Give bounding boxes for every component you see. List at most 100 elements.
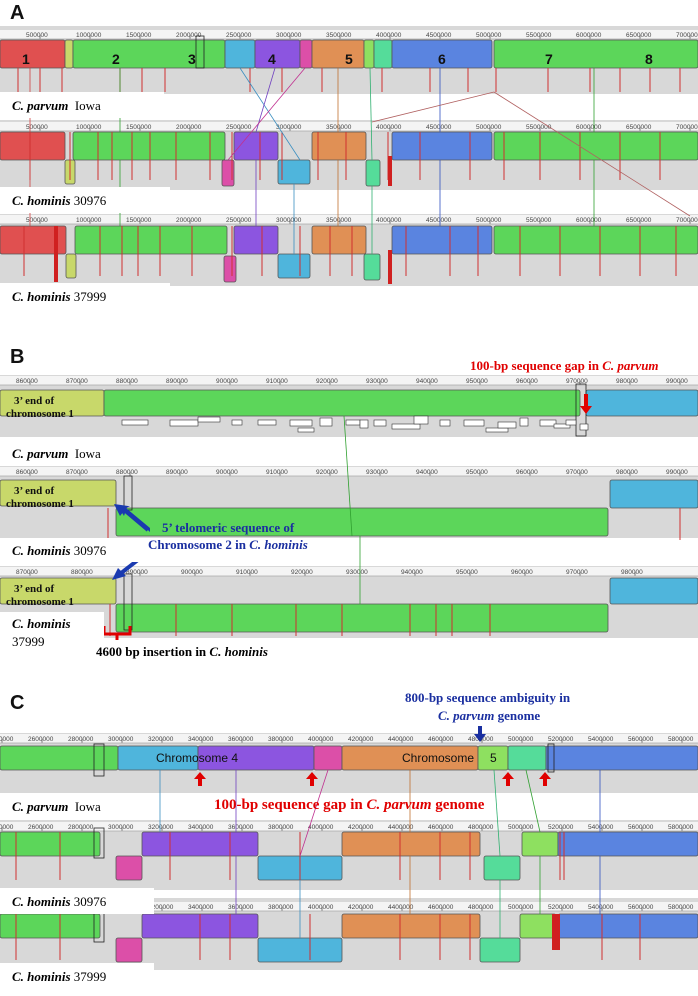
panel-a-ruler-3-label: 6000000: [576, 217, 602, 224]
gap-annotation-c: 100-bp sequence gap in C. parvum genome: [214, 797, 484, 814]
strain-name: Iowa: [74, 98, 101, 113]
panel-letter-b: B: [10, 346, 25, 368]
panel-c-lcb-block: [507, 745, 547, 771]
panel-a-ruler-2-label: 2500000: [226, 124, 252, 131]
insertion-annotation: 4600 bp insertion in C. hominis: [90, 640, 306, 662]
panel-c-ruler-3-bg: [0, 902, 698, 911]
panel-a-ruler-1-label: 500000: [26, 32, 48, 39]
strain-name: 30976: [73, 543, 107, 558]
panel-a-ruler-3-label: 1000000: [76, 217, 102, 224]
panel-a-lcb-block: [311, 39, 365, 69]
panel-b-unaligned-region: [413, 415, 429, 425]
panel-a-ruler-1-label: 1000000: [76, 32, 102, 39]
panel-a-ruler-3-label: 3500000: [326, 217, 352, 224]
panel-b-ruler-1-label: 890000: [166, 378, 188, 385]
panel-b-ruler-1-label: 960000: [516, 378, 538, 385]
panel-b-ruler-1-label: 910000: [266, 378, 288, 385]
panel-letter-c: C: [10, 692, 25, 714]
panel-c-ruler-2-label: 5200000: [548, 824, 574, 831]
gap-annotation-suffix: genome: [431, 797, 485, 813]
panel-c-ruler-1-label: 2800000: [68, 736, 94, 743]
panel-c-track-label-3: C. hominis 37999: [0, 963, 154, 989]
panel-c-ruler-3-label: 3800000: [268, 904, 294, 911]
panel-b-lcb-block: [103, 389, 581, 417]
panel-b-track-label-3: C. hominis 37999: [0, 612, 104, 656]
panel-b-lcb-block: [115, 603, 609, 633]
telomeric-arrow-head: [114, 504, 128, 516]
panel-c-ruler-3-label: 4800000: [468, 904, 494, 911]
panel-c-ruler-3-label: 5800000: [668, 904, 694, 911]
panel-a-connector: [239, 67, 301, 161]
species-name: C. parvum: [12, 98, 69, 113]
panel-a-ruler-2-label: 5500000: [526, 124, 552, 131]
panel-a-lcb-block: [0, 131, 66, 161]
panel-c-lcb-block: [519, 913, 557, 939]
panel-a-lcb-block: [391, 225, 493, 255]
panel-a-track-label-3: C. hominis 37999: [0, 283, 170, 309]
panel-a-ruler-2-label: 1500000: [126, 124, 152, 131]
telomeric-annotation-line2: Chromosome 2 in C. hominis: [148, 537, 308, 553]
chromosome-end-label: 3’ end of: [14, 395, 54, 407]
panel-b-ruler-2-bg: [0, 467, 698, 476]
panel-c-lcb-block: [341, 913, 481, 939]
panel-b-unaligned-region: [345, 419, 361, 426]
panel-b-lcb-block: [609, 479, 698, 509]
panel-a-lcb-block: [72, 39, 226, 69]
panel-a-ruler-2-label: 5000000: [476, 124, 502, 131]
gap-arrow-c: [539, 772, 551, 786]
panel-b-ruler-1-bg: [0, 376, 698, 385]
chromosome-number: 6: [438, 51, 446, 67]
panel-a-connector: [255, 67, 276, 133]
panel-b-ruler-2-label: 980000: [616, 469, 638, 476]
gap-annotation-b: 100-bp sequence gap in C. parvum: [470, 358, 659, 374]
strain-name: 37999: [73, 289, 107, 304]
panel-c-ruler-3-label: 4200000: [348, 904, 374, 911]
panel-a-lcb-block: [391, 39, 493, 69]
panel-c-ruler-3-label: 5600000: [628, 904, 654, 911]
panel-b-ruler-3-label: 900000: [181, 569, 203, 576]
panel-c-ruler-3-label: 3600000: [228, 904, 254, 911]
panel-b-ruler-3-label: 930000: [346, 569, 368, 576]
panel-b-ruler-2-label: 920000: [316, 469, 338, 476]
insertion-annotation-prefix: 4600 bp insertion in: [96, 644, 210, 659]
panel-c-ruler-2-label: 3200000: [148, 824, 174, 831]
panel-a-lcb-block: [277, 253, 311, 279]
panel-b-lcb-block: [115, 507, 609, 537]
panel-b-track-label-2: C. hominis 30976: [0, 538, 160, 562]
panel-b-ruler-3-label: 950000: [456, 569, 478, 576]
panel-c-connector: [299, 769, 329, 857]
chromosome-number: 8: [645, 51, 653, 67]
panel-a-ruler-3-bg: [0, 215, 698, 224]
panel-b-ruler-2-label: 990000: [666, 469, 688, 476]
panel-a-lcb-block: [311, 131, 367, 161]
panel-b-ruler-2-label: 860000: [16, 469, 38, 476]
panel-b-ruler-1-label: 920000: [316, 378, 338, 385]
panel-c-ruler-2-label: 3400000: [188, 824, 214, 831]
panel-a-lcb-block: [254, 39, 301, 69]
panel-c-lcb-block: [115, 937, 143, 963]
panel-a-ruler-3-label: 5000000: [476, 217, 502, 224]
panel-c-ruler-1-label: 5200000: [548, 736, 574, 743]
panel-b-ruler-1-label: 970000: [566, 378, 588, 385]
panel-b-unaligned-region: [579, 423, 589, 431]
panel-a-ruler-3-label: 4500000: [426, 217, 452, 224]
panel-b-unaligned-region: [391, 423, 421, 430]
panel-a-lcb-block: [363, 39, 375, 69]
panel-a-ruler-3-label: 1500000: [126, 217, 152, 224]
panel-a-ruler-3-label: 3000000: [276, 217, 302, 224]
panel-a-lcb-block: [391, 131, 493, 161]
panel-a-red-bar: [388, 156, 392, 186]
panel-b-unaligned-region: [297, 427, 315, 433]
panel-a-lcb-block: [0, 39, 66, 69]
panel-b-ruler-1-label: 980000: [616, 378, 638, 385]
gap-arrow-c: [194, 772, 206, 786]
panel-b-unaligned-region: [289, 419, 313, 427]
panel-b-unaligned-region: [319, 417, 333, 427]
panel-b-ruler-2-label: 880000: [116, 469, 138, 476]
panel-b-ruler-3-label: 870000: [16, 569, 38, 576]
panel-c-ruler-3-label: 4600000: [428, 904, 454, 911]
panel-c-ruler-2-label: 5800000: [668, 824, 694, 831]
panel-a-lcb-block: [64, 39, 74, 69]
panel-b-end-block: [0, 577, 117, 605]
chromosome-end-label: chromosome 1: [6, 498, 74, 510]
